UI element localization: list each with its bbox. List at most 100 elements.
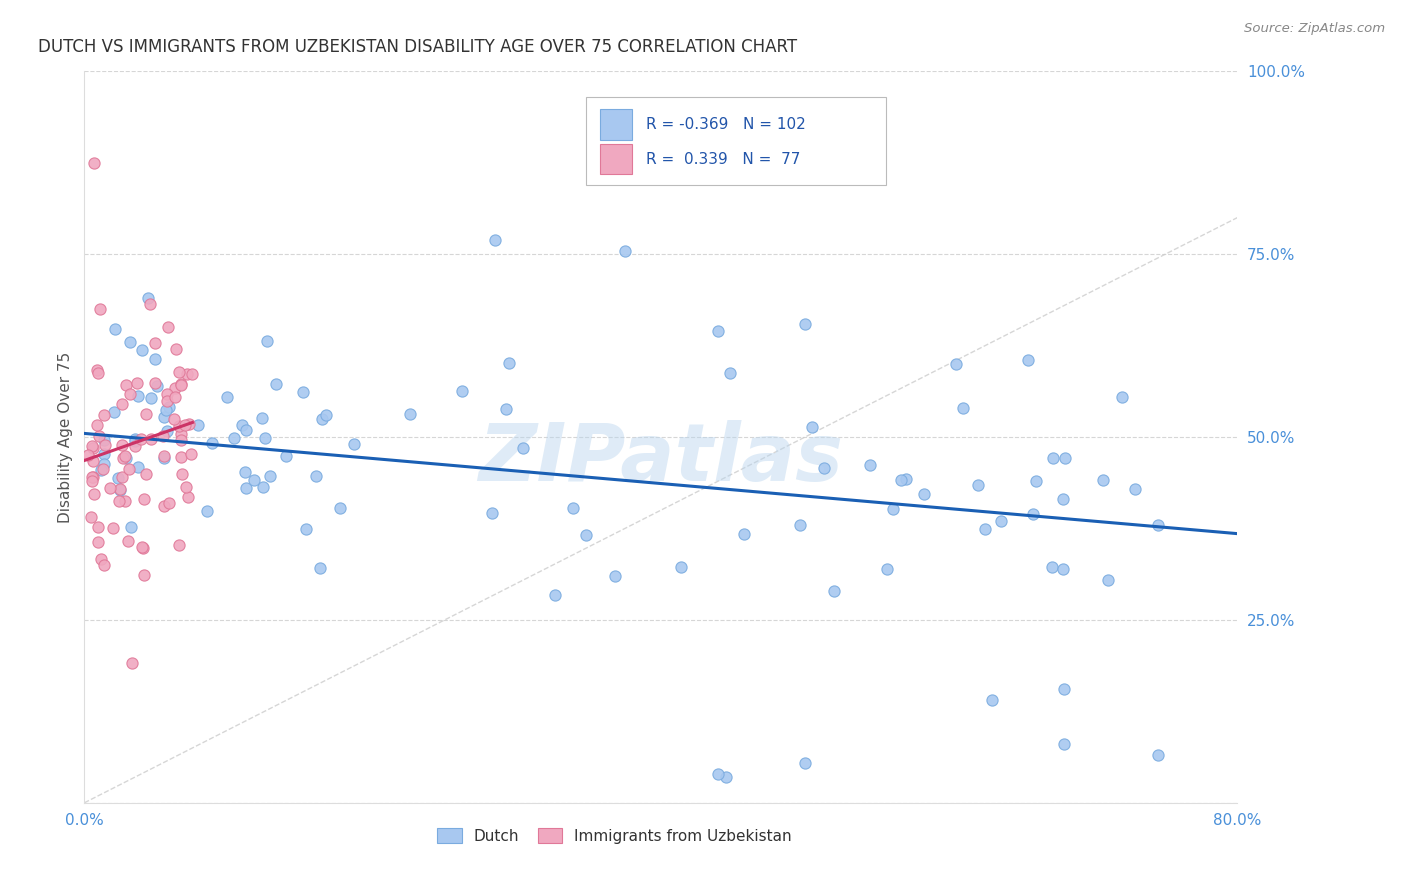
- Y-axis label: Disability Age Over 75: Disability Age Over 75: [58, 351, 73, 523]
- Point: [132, 541, 155, 555]
- Point: [498, 356, 520, 370]
- Point: [135, 467, 157, 481]
- Point: [111, 396, 134, 410]
- Point: [235, 423, 257, 437]
- Point: [305, 469, 328, 483]
- Point: [179, 417, 201, 431]
- Point: [141, 432, 163, 446]
- Point: [90, 551, 112, 566]
- Point: [104, 322, 127, 336]
- Point: [170, 376, 193, 391]
- Point: [136, 292, 159, 306]
- Point: [83, 156, 105, 170]
- Point: [82, 441, 104, 455]
- Point: [93, 438, 115, 452]
- Point: [165, 342, 187, 356]
- Point: [512, 441, 534, 455]
- Point: [243, 474, 266, 488]
- Point: [82, 439, 104, 453]
- Text: R = -0.369   N = 102: R = -0.369 N = 102: [645, 117, 806, 132]
- Point: [1097, 573, 1119, 587]
- Point: [153, 500, 176, 514]
- Point: [174, 418, 197, 433]
- Point: [155, 387, 177, 401]
- Point: [174, 480, 197, 494]
- Point: [108, 482, 131, 496]
- Point: [82, 454, 104, 468]
- Point: [93, 409, 115, 423]
- Point: [139, 297, 162, 311]
- Point: [794, 756, 817, 770]
- Point: [117, 533, 139, 548]
- Point: [329, 501, 352, 516]
- Point: [215, 390, 238, 404]
- Point: [1147, 748, 1170, 763]
- Point: [98, 481, 121, 495]
- Point: [544, 589, 567, 603]
- Point: [718, 367, 741, 381]
- Point: [311, 411, 333, 425]
- Point: [789, 517, 811, 532]
- Point: [143, 376, 166, 391]
- Point: [343, 436, 366, 450]
- Point: [114, 493, 136, 508]
- Point: [163, 390, 186, 404]
- Point: [90, 463, 112, 477]
- Point: [266, 377, 288, 392]
- Point: [981, 693, 1004, 707]
- FancyBboxPatch shape: [600, 144, 633, 175]
- Point: [80, 470, 103, 484]
- Point: [156, 424, 179, 438]
- Point: [153, 410, 176, 425]
- Point: [132, 568, 155, 582]
- Point: [135, 407, 157, 421]
- Point: [250, 411, 273, 425]
- Point: [181, 367, 204, 381]
- Point: [124, 434, 146, 449]
- Point: [80, 509, 103, 524]
- Point: [76, 448, 98, 462]
- Point: [114, 450, 136, 464]
- Point: [93, 433, 115, 447]
- Point: [1017, 353, 1039, 368]
- Point: [125, 376, 148, 390]
- Point: [256, 334, 278, 348]
- Point: [613, 244, 636, 258]
- Point: [177, 490, 200, 504]
- Point: [103, 404, 125, 418]
- Point: [813, 460, 835, 475]
- Point: [671, 560, 693, 574]
- Point: [124, 432, 146, 446]
- Point: [1021, 507, 1043, 521]
- Point: [801, 420, 824, 434]
- Point: [91, 461, 114, 475]
- Point: [912, 487, 935, 501]
- Point: [108, 483, 131, 498]
- Point: [167, 538, 190, 552]
- Point: [101, 521, 124, 535]
- Point: [157, 400, 180, 414]
- Point: [131, 540, 153, 554]
- Point: [170, 467, 193, 482]
- Point: [1111, 390, 1133, 404]
- Point: [153, 449, 176, 463]
- Point: [155, 393, 177, 408]
- Point: [733, 526, 755, 541]
- Point: [93, 558, 115, 572]
- Text: DUTCH VS IMMIGRANTS FROM UZBEKISTAN DISABILITY AGE OVER 75 CORRELATION CHART: DUTCH VS IMMIGRANTS FROM UZBEKISTAN DISA…: [38, 38, 797, 56]
- Point: [107, 471, 129, 485]
- Point: [945, 357, 967, 371]
- Point: [115, 377, 138, 392]
- Point: [276, 449, 298, 463]
- Point: [1091, 473, 1114, 487]
- Point: [1052, 492, 1074, 507]
- Point: [967, 477, 990, 491]
- Point: [157, 496, 180, 510]
- Point: [252, 480, 274, 494]
- Point: [1040, 560, 1063, 574]
- Point: [111, 451, 134, 466]
- Point: [1053, 451, 1076, 466]
- Point: [894, 472, 917, 486]
- Point: [562, 500, 585, 515]
- Point: [93, 447, 115, 461]
